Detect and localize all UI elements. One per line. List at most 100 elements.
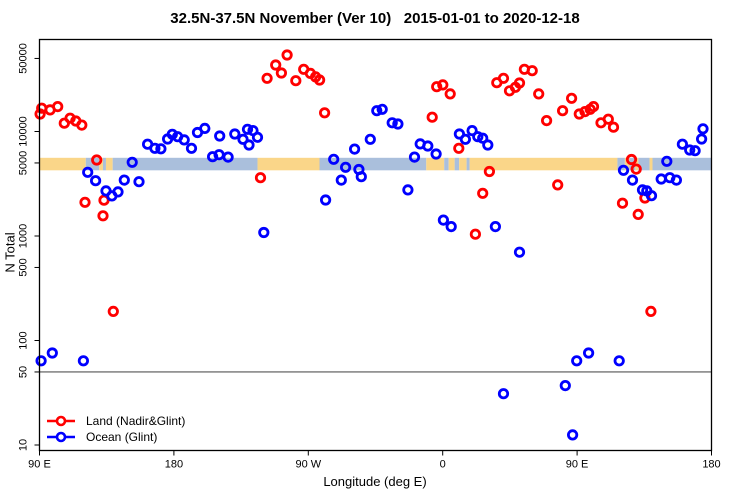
scatter-point <box>237 133 249 145</box>
scatter-point <box>155 143 167 155</box>
plot-border <box>38 38 713 452</box>
surface-band-segment <box>649 157 653 171</box>
scatter-point <box>35 355 47 367</box>
scatter-point <box>477 132 489 144</box>
scatter-point <box>281 49 293 61</box>
surface-band-segment <box>426 157 445 171</box>
scatter-point <box>437 79 449 91</box>
scatter-point <box>149 142 161 154</box>
scatter-point <box>571 355 583 367</box>
scatter-point <box>222 151 234 163</box>
legend-item-ocean: Ocean (Glint) <box>46 429 185 445</box>
scatter-point <box>695 133 708 145</box>
scatter-point <box>402 184 414 196</box>
scatter-point <box>689 145 701 157</box>
scatter-point <box>630 163 642 175</box>
scatter-point <box>482 139 494 151</box>
surface-band-segment <box>319 157 427 171</box>
y-tick-label: 50 <box>18 366 30 378</box>
scatter-point <box>552 179 564 191</box>
scatter-point <box>566 429 579 441</box>
scatter-point <box>655 173 667 185</box>
scatter-point <box>355 171 367 183</box>
y-axis-label: N Total <box>2 232 18 273</box>
scatter-point <box>617 164 630 176</box>
scatter-point <box>313 74 326 86</box>
scatter-point <box>670 174 683 186</box>
scatter-point <box>587 101 600 113</box>
scatter-point <box>241 123 254 135</box>
y-tick-label: 50000 <box>18 43 30 74</box>
scatter-point <box>77 355 90 367</box>
scatter-point <box>79 196 91 208</box>
chart-title: 32.5N-37.5N November (Ver 10) 2015-01-01… <box>170 10 580 27</box>
y-tick-label: 100 <box>18 331 30 349</box>
scatter-point <box>339 161 352 173</box>
scatter-point <box>126 156 138 168</box>
legend-label-land: Land (Nadir&Glint) <box>86 414 186 428</box>
scatter-point <box>430 148 442 160</box>
surface-band-segment <box>39 157 86 171</box>
surface-band-segment <box>638 157 650 171</box>
scatter-point <box>376 103 388 115</box>
scatter-point <box>90 175 102 187</box>
surface-band-segment <box>624 157 630 171</box>
x-axis-label: Longitude (deg E) <box>323 474 427 489</box>
scatter-point <box>697 123 709 135</box>
x-tick-label: 90 E <box>28 459 51 471</box>
scatter-point <box>52 101 64 113</box>
scatter-point <box>335 174 347 186</box>
scatter-point <box>422 140 434 152</box>
y-tick-label: 10000 <box>18 116 30 147</box>
scatter-point <box>91 154 103 166</box>
scatter-point <box>497 72 510 84</box>
scatter-point <box>270 59 282 71</box>
scatter-point <box>497 388 510 400</box>
scatter-point <box>178 134 190 146</box>
scatter-point <box>513 77 526 89</box>
scatter-point <box>118 174 130 186</box>
scatter-point <box>318 107 331 119</box>
scatter-point <box>645 305 657 317</box>
y-tick-label: 10 <box>18 439 30 451</box>
scatter-point <box>626 174 639 186</box>
scatter-point <box>185 142 198 154</box>
surface-band-segment <box>444 157 449 171</box>
surface-band-segment <box>454 157 460 171</box>
scatter-point <box>107 305 119 317</box>
scatter-point <box>437 214 449 226</box>
scatter-point <box>466 125 478 137</box>
legend: Land (Nadir&Glint) Ocean (Glint) <box>46 413 185 445</box>
scatter-point <box>565 92 578 104</box>
scatter-point <box>459 133 471 145</box>
scatter-point <box>214 130 226 142</box>
scatter-point <box>676 138 689 150</box>
x-tick-label: 180 <box>165 459 183 471</box>
surface-band-segment <box>459 157 467 171</box>
scatter-point <box>469 228 481 240</box>
scatter-point <box>625 153 638 166</box>
scatter-point <box>386 117 398 129</box>
scatter-point <box>199 122 211 134</box>
x-tick-label: 90 W <box>295 459 321 471</box>
surface-band-segment <box>257 157 320 171</box>
scatter-point <box>371 105 383 117</box>
scatter-point <box>684 144 696 156</box>
scatter-point <box>477 187 489 199</box>
scatter-point <box>483 165 495 178</box>
scatter-point <box>632 208 644 220</box>
scatter-point <box>348 143 361 155</box>
scatter-point <box>275 67 287 79</box>
scatter-point <box>319 194 332 206</box>
scatter-point <box>97 210 109 222</box>
scatter-point <box>261 72 273 84</box>
scatter-point <box>229 128 241 140</box>
surface-band-segment <box>102 157 106 171</box>
scatter-point <box>82 166 94 178</box>
scatter-point <box>258 226 270 239</box>
scatter-point <box>328 153 340 165</box>
scatter-point <box>533 88 545 100</box>
scatter-point <box>556 105 569 117</box>
scatter-point <box>602 113 614 125</box>
